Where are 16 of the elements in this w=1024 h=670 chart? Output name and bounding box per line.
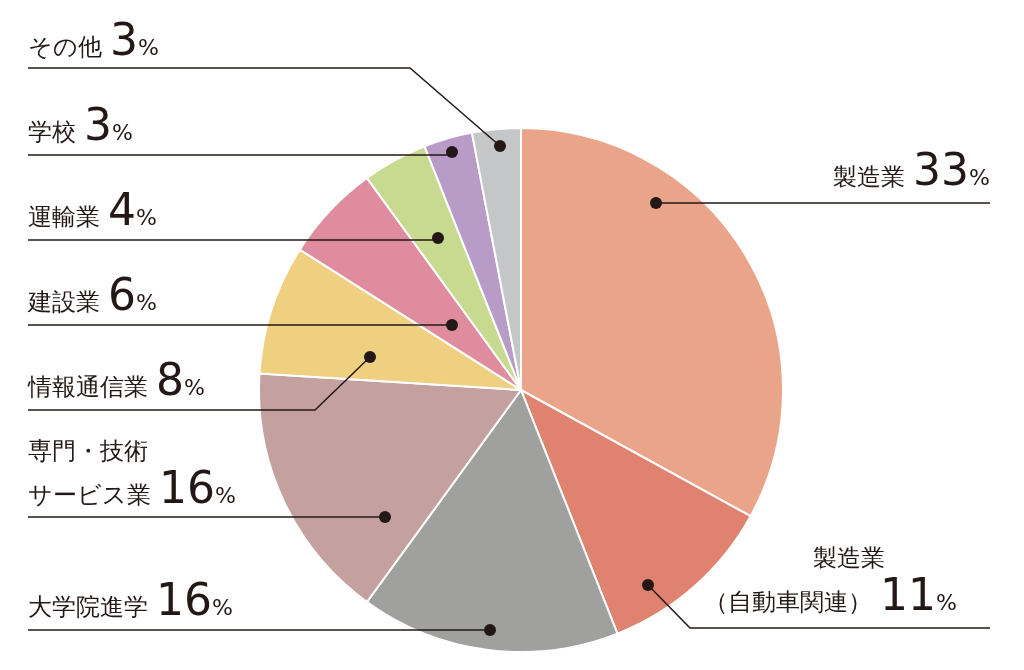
data-label: 33% (913, 144, 990, 195)
slice-label: 大学院進学 (28, 593, 148, 621)
slice-label: 建設業 (27, 288, 100, 316)
data-label: 3% (110, 14, 159, 65)
data-label: 16% (159, 462, 236, 513)
data-label: 4% (108, 184, 157, 235)
slice-label: 製造業 (833, 163, 906, 191)
data-label: 16% (156, 574, 233, 625)
data-label: 6% (108, 269, 157, 320)
slice-label: 運輸業 (28, 203, 100, 231)
slice-label: 情報通信業 (27, 373, 148, 401)
slice-label: 学校 (28, 118, 76, 146)
slice-label: 専門・技術サービス業 (28, 437, 151, 509)
slice-label: その他 (28, 33, 102, 61)
data-label: 3% (84, 99, 133, 150)
data-label: 8% (156, 354, 205, 405)
